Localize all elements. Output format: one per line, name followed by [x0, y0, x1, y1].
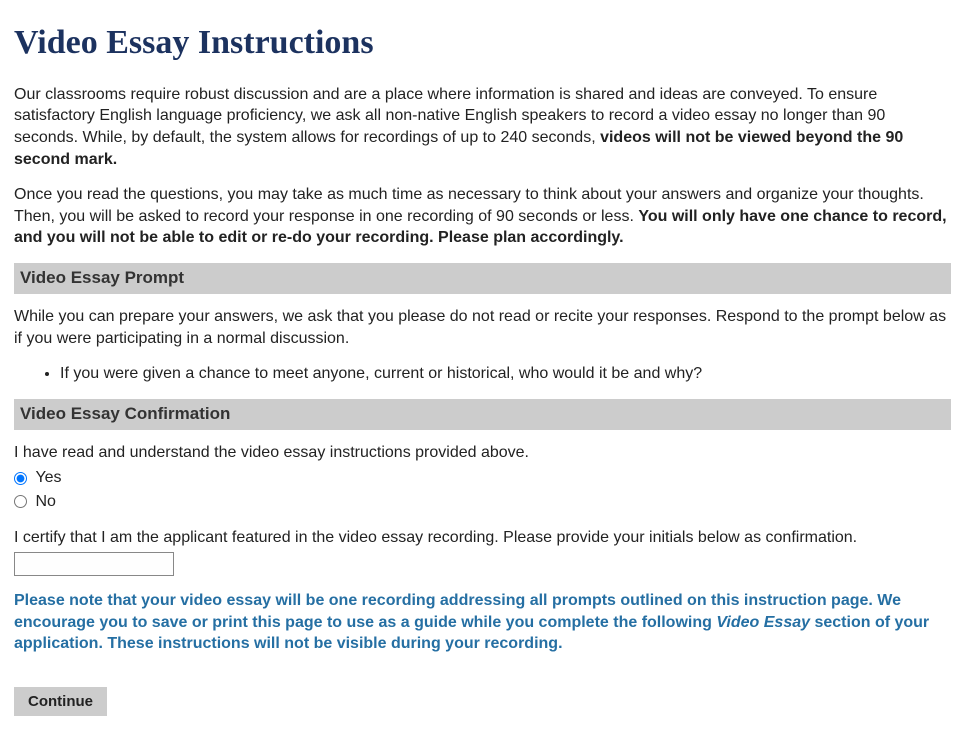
radio-yes-label[interactable]: Yes: [35, 469, 61, 486]
radio-row-yes: Yes: [14, 467, 951, 489]
prompt-bullet: If you were given a chance to meet anyon…: [60, 363, 951, 385]
radio-row-no: No: [14, 491, 951, 513]
confirmation-section-header: Video Essay Confirmation: [14, 399, 951, 430]
continue-button[interactable]: Continue: [14, 687, 107, 716]
note-paragraph: Please note that your video essay will b…: [14, 590, 951, 655]
confirmation-question: I have read and understand the video ess…: [14, 442, 951, 464]
intro-paragraph-2: Once you read the questions, you may tak…: [14, 184, 951, 249]
prompt-intro: While you can prepare your answers, we a…: [14, 306, 951, 349]
page-title: Video Essay Instructions: [14, 20, 951, 66]
prompt-section-header: Video Essay Prompt: [14, 263, 951, 294]
initials-input[interactable]: [14, 552, 174, 576]
intro-paragraph-1: Our classrooms require robust discussion…: [14, 84, 951, 170]
radio-no[interactable]: [14, 495, 27, 508]
certify-text: I certify that I am the applicant featur…: [14, 527, 951, 549]
radio-no-label[interactable]: No: [35, 493, 55, 510]
note-em: Video Essay: [716, 614, 810, 631]
prompt-list: If you were given a chance to meet anyon…: [14, 363, 951, 385]
radio-yes[interactable]: [14, 472, 27, 485]
